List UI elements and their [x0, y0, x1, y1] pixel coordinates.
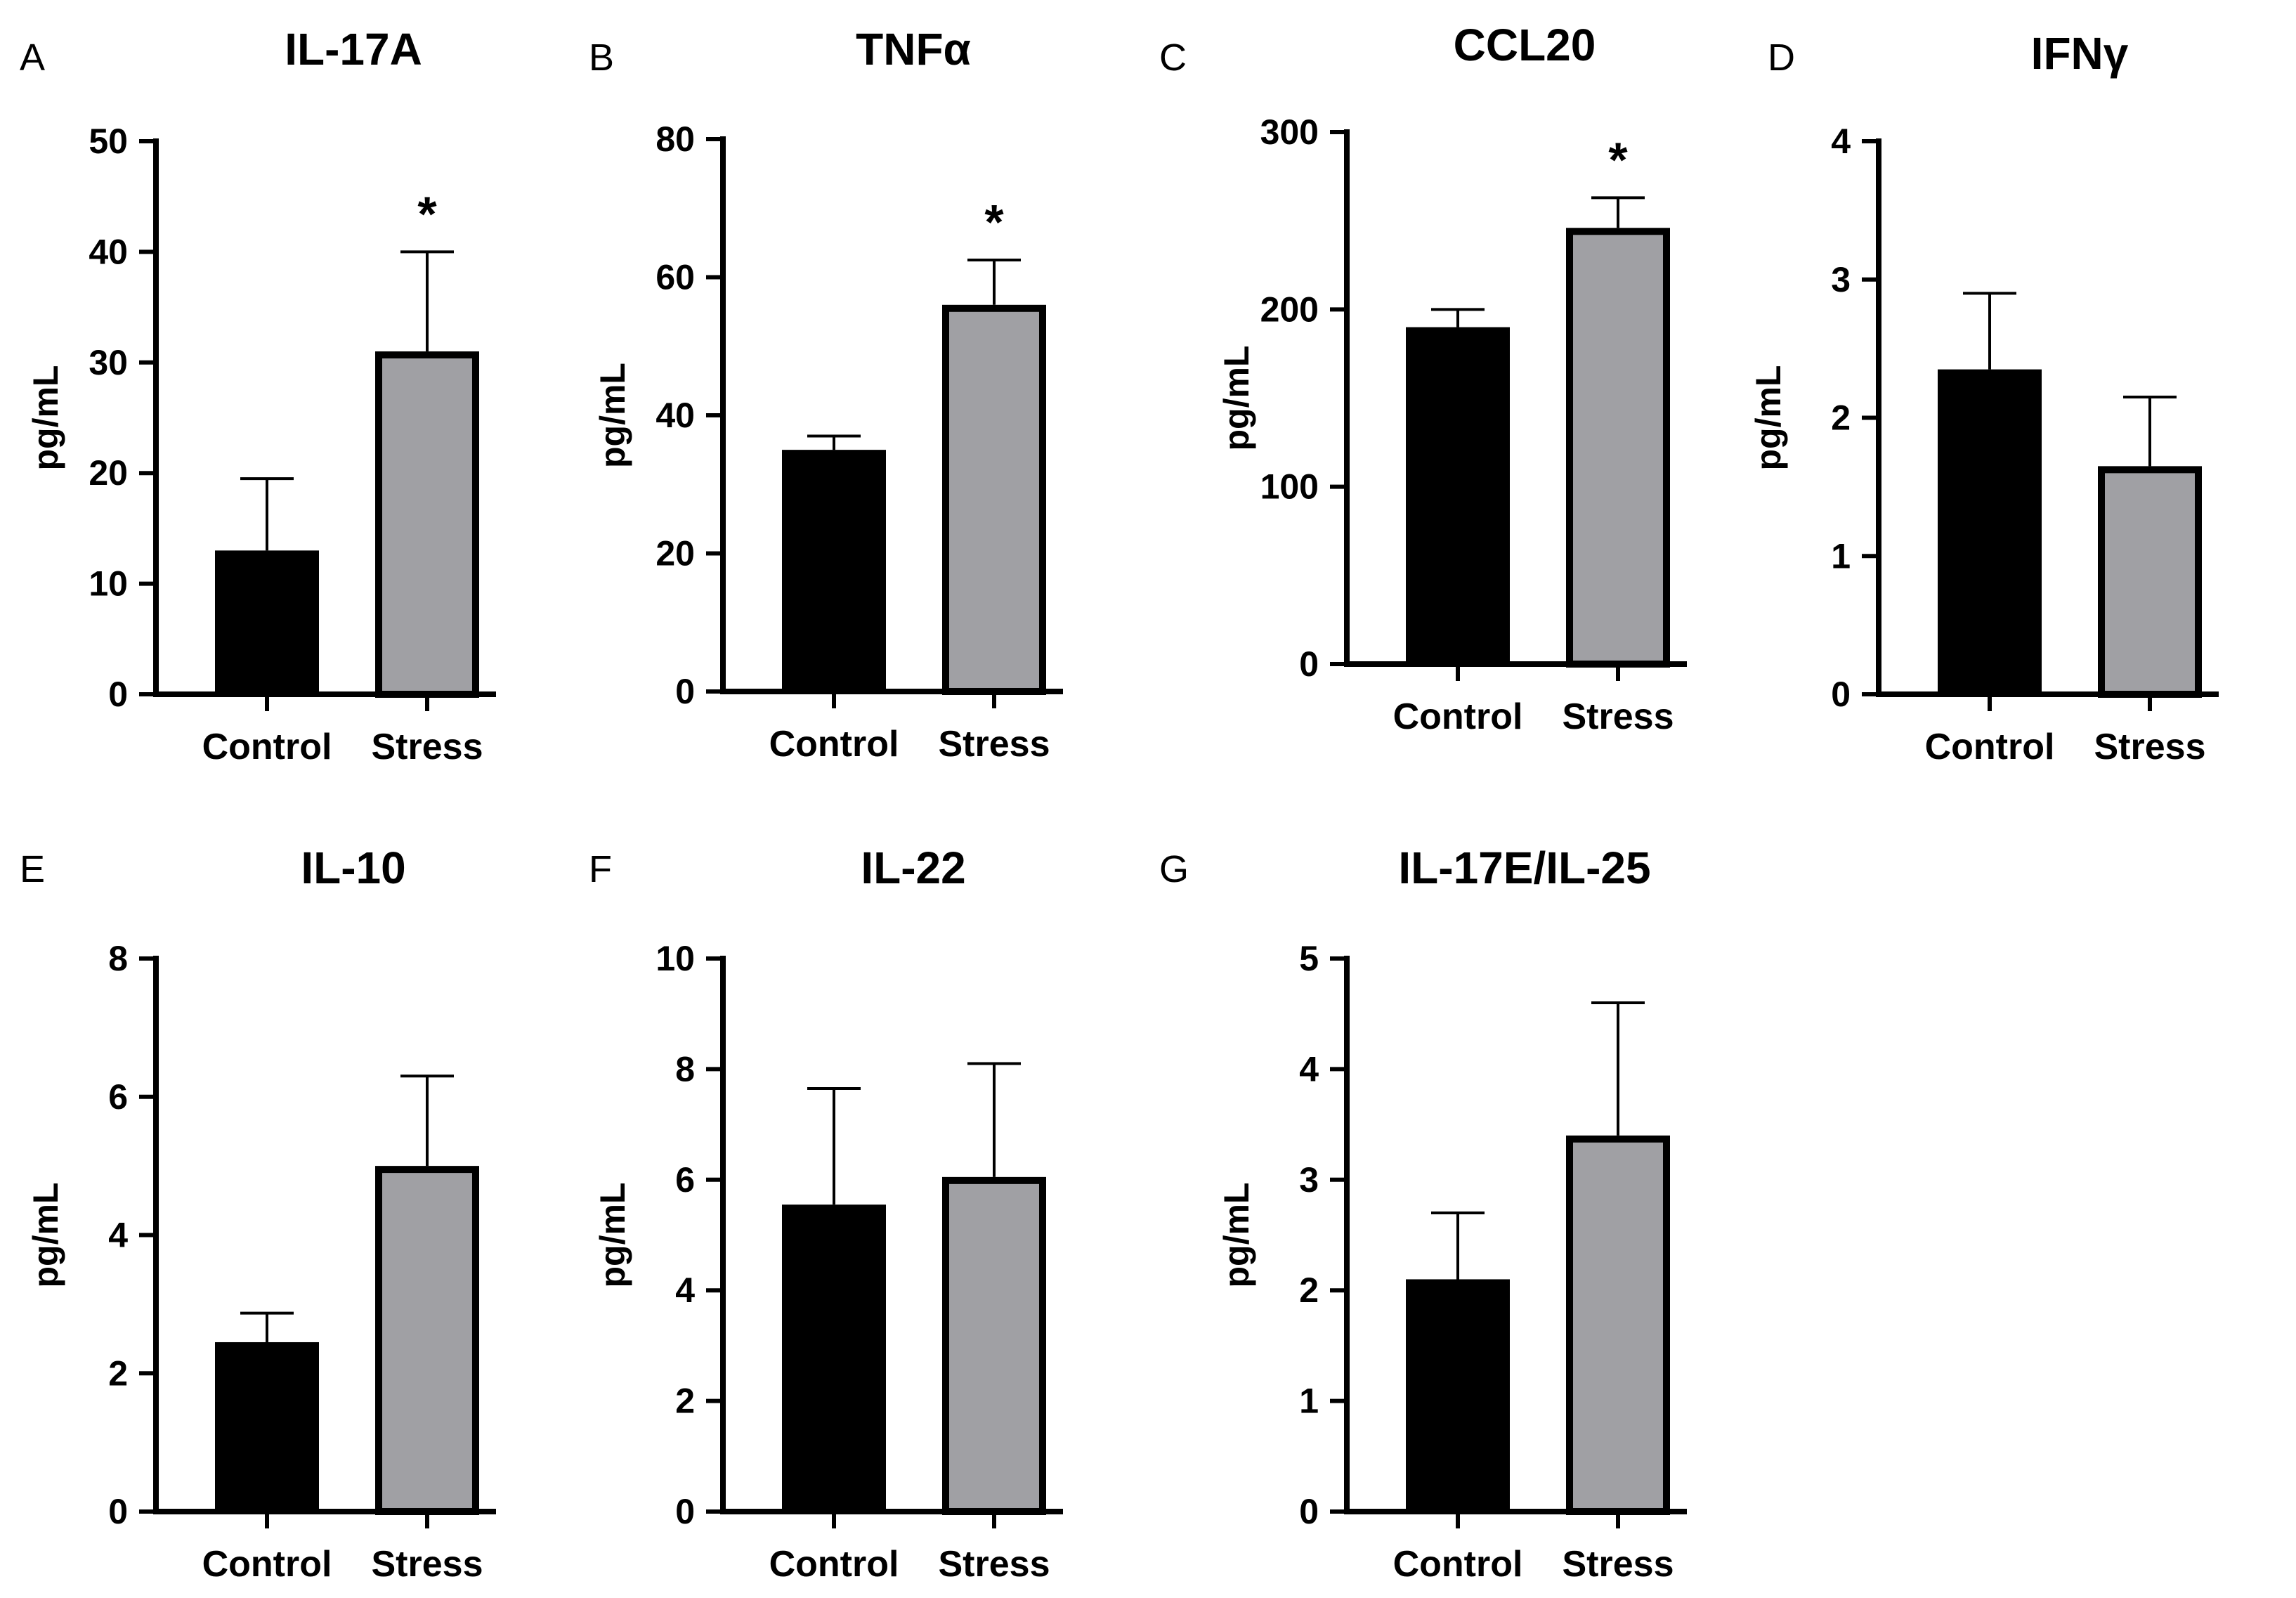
- panel-g: G IL-17E/IL-25 pg/mL Control Stress 0 1 2 3 4 5: [1159, 843, 1687, 1585]
- y-tick-label: 3: [1831, 260, 1851, 299]
- bar-control: [1406, 1279, 1510, 1512]
- category-label-stress: Stress: [939, 1544, 1050, 1585]
- y-tick-label: 0: [108, 1492, 128, 1531]
- bar-control: [1406, 327, 1510, 664]
- category-label-control: Control: [769, 1544, 899, 1585]
- y-axis-label: pg/mL: [1217, 1183, 1256, 1288]
- y-axis-label: pg/mL: [1749, 365, 1788, 471]
- bar-control: [782, 1204, 886, 1512]
- y-tick-label: 4: [1299, 1049, 1319, 1089]
- bar-control: [782, 450, 886, 691]
- category-label-stress: Stress: [372, 727, 483, 767]
- panel-e: E IL-10 pg/mL Control Stress 0 2 4 6 8: [20, 843, 496, 1585]
- y-tick-label: 1: [1299, 1382, 1319, 1421]
- panel-letter: C: [1159, 37, 1187, 79]
- chart-title-ccl20: CCL20: [1454, 20, 1596, 70]
- y-tick-label: 30: [89, 343, 128, 382]
- y-axis-label: pg/mL: [1217, 346, 1256, 451]
- y-tick-label: 0: [1831, 675, 1851, 714]
- y-tick-label: 0: [108, 675, 128, 714]
- significance-marker: *: [1608, 132, 1628, 187]
- chart-title-il-10: IL-10: [301, 843, 405, 893]
- y-tick-label: 0: [1299, 1492, 1319, 1531]
- category-label-control: Control: [202, 727, 332, 767]
- y-tick-label: 40: [655, 396, 695, 435]
- panel-d: D IFNγ pg/mL Control Stress 0 1 2 3 4: [1749, 28, 2219, 767]
- category-label-stress: Stress: [1563, 1544, 1674, 1585]
- panel-b: B TNFα pg/mL Control Stress * 0 20 40 60 80: [589, 24, 1063, 765]
- bar-stress: [1566, 1135, 1670, 1515]
- panel-f: F IL-22 pg/mL Control Stress 0 2 4 6 8 10: [589, 843, 1063, 1585]
- category-label-control: Control: [1393, 696, 1523, 737]
- y-tick-label: 5: [1299, 939, 1319, 978]
- bar-control: [215, 550, 319, 694]
- y-tick-label: 300: [1260, 112, 1319, 152]
- bar-stress: [942, 304, 1046, 695]
- y-tick-label: 2: [1831, 398, 1851, 438]
- y-tick-label: 10: [655, 939, 695, 978]
- y-tick-label: 2: [108, 1353, 128, 1393]
- y-tick-label: 6: [108, 1077, 128, 1117]
- significance-marker: *: [417, 186, 437, 241]
- bar-control: [1938, 369, 2042, 694]
- y-tick-label: 20: [89, 453, 128, 493]
- panel-letter: B: [589, 37, 614, 79]
- y-tick-label: 0: [675, 672, 695, 711]
- y-tick-label: 8: [108, 939, 128, 978]
- y-tick-label: 4: [675, 1271, 695, 1310]
- y-tick-label: 4: [1831, 122, 1851, 161]
- panel-c: C CCL20 pg/mL Control Stress * 0 100 200 300: [1159, 20, 1687, 737]
- significance-marker: *: [984, 195, 1004, 249]
- y-tick-label: 100: [1260, 467, 1319, 507]
- y-axis-label: pg/mL: [593, 1183, 632, 1288]
- chart-title-il-17a: IL-17A: [285, 24, 422, 74]
- bar-stress: [942, 1176, 1046, 1515]
- panel-a: A IL-17A pg/mL Control Stress * 0 10 20 30 40 50: [20, 24, 496, 767]
- bar-stress: [2098, 466, 2202, 698]
- y-tick-label: 2: [1299, 1271, 1319, 1310]
- y-tick-label: 20: [655, 534, 695, 573]
- y-tick-label: 50: [89, 122, 128, 161]
- chart-title-il-17e-il-25: IL-17E/IL-25: [1398, 843, 1650, 893]
- panel-letter: E: [20, 848, 45, 890]
- y-tick-label: 6: [675, 1160, 695, 1200]
- category-label-stress: Stress: [1563, 696, 1674, 737]
- y-tick-label: 1: [1831, 536, 1851, 576]
- y-axis-label: pg/mL: [26, 1183, 65, 1288]
- y-tick-label: 0: [675, 1492, 695, 1531]
- y-tick-label: 0: [1299, 644, 1319, 684]
- chart-title-ifn-: IFNγ: [2031, 28, 2129, 79]
- y-tick-label: 8: [675, 1049, 695, 1089]
- category-label-control: Control: [1393, 1544, 1523, 1585]
- y-tick-label: 40: [89, 232, 128, 271]
- y-tick-label: 3: [1299, 1160, 1319, 1200]
- y-tick-label: 10: [89, 564, 128, 604]
- bar-stress: [375, 351, 479, 698]
- category-label-control: Control: [202, 1544, 332, 1585]
- panel-letter: G: [1159, 848, 1189, 890]
- y-axis-label: pg/mL: [593, 363, 632, 468]
- y-axis-label: pg/mL: [26, 365, 65, 471]
- bar-stress: [1566, 228, 1670, 668]
- y-tick-label: 200: [1260, 290, 1319, 329]
- category-label-control: Control: [1925, 727, 2055, 767]
- category-label-control: Control: [769, 724, 899, 765]
- panel-letter: F: [589, 848, 612, 890]
- panel-letter: A: [20, 37, 45, 79]
- panel-letter: D: [1768, 37, 1795, 79]
- category-label-stress: Stress: [939, 724, 1050, 765]
- chart-title-il-22: IL-22: [861, 843, 965, 893]
- y-tick-label: 2: [675, 1382, 695, 1421]
- bar-control: [215, 1342, 319, 1512]
- y-tick-label: 80: [655, 119, 695, 159]
- category-label-stress: Stress: [2094, 727, 2206, 767]
- y-tick-label: 60: [655, 258, 695, 297]
- chart-title-tnf-: TNFα: [856, 24, 971, 74]
- bar-stress: [375, 1166, 479, 1515]
- category-label-stress: Stress: [372, 1544, 483, 1585]
- y-tick-label: 4: [108, 1216, 128, 1255]
